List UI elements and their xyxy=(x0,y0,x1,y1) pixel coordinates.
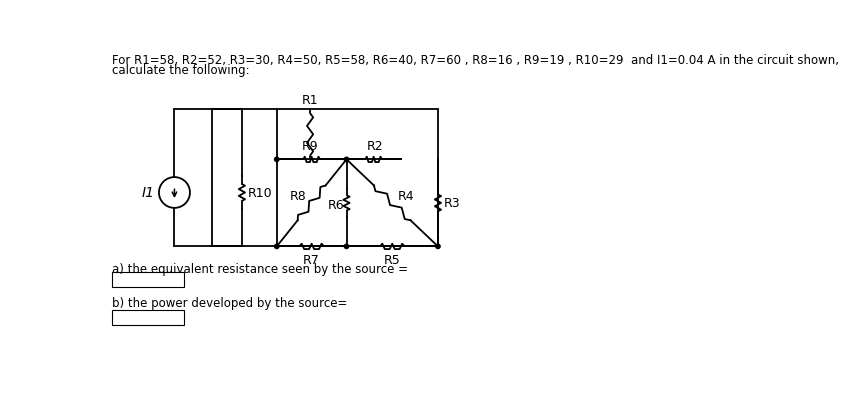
Text: R5: R5 xyxy=(384,253,400,266)
Circle shape xyxy=(275,158,279,162)
Text: R3: R3 xyxy=(444,197,460,210)
Text: R2: R2 xyxy=(367,140,383,153)
Text: R10: R10 xyxy=(247,187,272,200)
Text: R7: R7 xyxy=(303,253,320,266)
Circle shape xyxy=(436,245,440,249)
Text: R9: R9 xyxy=(302,140,319,153)
Circle shape xyxy=(275,245,279,249)
Text: R1: R1 xyxy=(302,94,319,107)
Text: R8: R8 xyxy=(289,189,306,202)
Text: For R1=58, R2=52, R3=30, R4=50, R5=58, R6=40, R7=60 , R8=16 , R9=19 , R10=29  an: For R1=58, R2=52, R3=30, R4=50, R5=58, R… xyxy=(112,54,840,67)
Text: R4: R4 xyxy=(398,189,415,202)
Text: b) the power developed by the source=: b) the power developed by the source= xyxy=(112,297,348,310)
Text: I1: I1 xyxy=(141,186,155,200)
Text: R6: R6 xyxy=(327,198,344,211)
Text: calculate the following:: calculate the following: xyxy=(112,64,250,77)
Circle shape xyxy=(344,245,348,249)
Text: a) the equivalent resistance seen by the source =: a) the equivalent resistance seen by the… xyxy=(112,262,409,275)
Circle shape xyxy=(344,158,348,162)
